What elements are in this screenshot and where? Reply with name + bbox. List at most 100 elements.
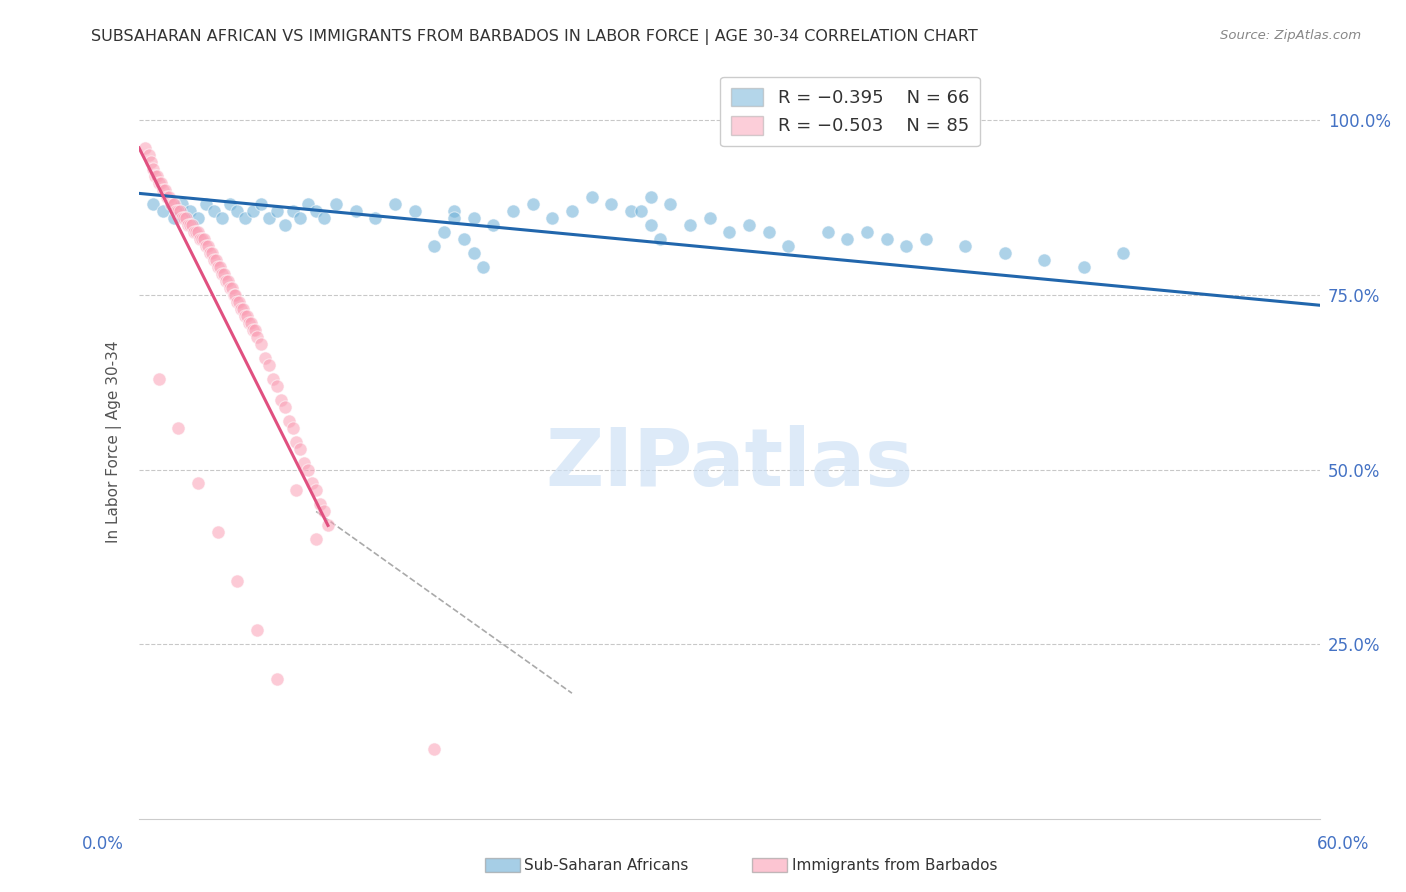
Point (325, 197, 347, 211)
Point (281, 420, 304, 434)
Point (193, 232, 215, 246)
Point (139, 155, 162, 169)
Point (183, 225, 205, 239)
Point (212, 267, 235, 281)
Point (262, 371, 284, 385)
Point (277, 413, 299, 427)
Point (659, 197, 682, 211)
Point (246, 329, 269, 343)
Point (163, 211, 186, 225)
Point (297, 197, 319, 211)
Point (955, 239, 977, 253)
Point (152, 183, 174, 197)
Point (157, 190, 180, 204)
Point (181, 218, 204, 232)
Point (718, 225, 741, 239)
Point (233, 309, 256, 323)
Point (187, 476, 209, 491)
Point (197, 239, 219, 253)
Text: ZIPatlas: ZIPatlas (546, 425, 914, 503)
Point (162, 197, 184, 211)
Text: Immigrants from Barbados: Immigrants from Barbados (792, 858, 997, 872)
Point (172, 197, 194, 211)
Point (208, 260, 231, 274)
Point (423, 239, 446, 253)
Point (233, 211, 256, 225)
Point (312, 504, 335, 518)
Point (463, 211, 485, 225)
Text: 60.0%: 60.0% (1316, 835, 1369, 853)
Point (257, 358, 280, 372)
Text: Source: ZipAtlas.com: Source: ZipAtlas.com (1220, 29, 1361, 42)
Point (250, 336, 273, 351)
Point (292, 456, 315, 470)
Point (228, 294, 250, 309)
Text: SUBSAHARAN AFRICAN VS IMMIGRANTS FROM BARBADOS IN LABOR FORCE | AGE 30-34 CORREL: SUBSAHARAN AFRICAN VS IMMIGRANTS FROM BA… (91, 29, 979, 45)
Point (202, 203, 225, 218)
Point (309, 498, 332, 512)
Point (159, 197, 181, 211)
Legend: R = −0.395    N = 66, R = −0.503    N = 85: R = −0.395 N = 66, R = −0.503 N = 85 (720, 77, 980, 146)
Point (143, 169, 166, 183)
Point (384, 197, 406, 211)
Point (423, 742, 446, 756)
Point (817, 225, 839, 239)
Point (218, 281, 240, 295)
Point (561, 203, 583, 218)
Point (640, 218, 662, 232)
Point (253, 351, 276, 365)
Point (226, 294, 249, 309)
Point (699, 211, 721, 225)
Point (630, 203, 652, 218)
Point (226, 574, 249, 589)
Point (915, 232, 938, 246)
Point (443, 203, 465, 218)
Point (290, 442, 312, 456)
Point (211, 211, 233, 225)
Point (482, 218, 505, 232)
Point (167, 420, 190, 434)
Point (187, 211, 209, 225)
Point (142, 161, 165, 176)
Point (155, 190, 177, 204)
Point (266, 672, 288, 686)
Point (778, 239, 800, 253)
Point (243, 323, 266, 337)
Point (194, 197, 217, 211)
Point (179, 203, 201, 218)
Text: Sub-Saharan Africans: Sub-Saharan Africans (524, 858, 689, 872)
Point (142, 197, 165, 211)
Point (581, 190, 603, 204)
Point (433, 225, 456, 239)
Point (301, 476, 323, 491)
Point (148, 371, 170, 385)
Point (163, 197, 186, 211)
Point (173, 211, 195, 225)
Point (1112, 245, 1135, 260)
Point (266, 378, 288, 392)
Point (305, 203, 328, 218)
Point (994, 245, 1017, 260)
Point (207, 525, 229, 540)
Point (242, 203, 264, 218)
Point (312, 211, 335, 225)
Point (837, 113, 859, 128)
Point (169, 203, 191, 218)
Point (443, 211, 465, 225)
Point (152, 203, 174, 218)
Y-axis label: In Labor Force | Age 30-34: In Labor Force | Age 30-34 (107, 340, 122, 543)
Point (876, 232, 898, 246)
Point (266, 203, 288, 218)
Point (153, 183, 176, 197)
Point (138, 148, 160, 162)
Point (281, 203, 304, 218)
Point (177, 218, 200, 232)
Point (1073, 260, 1095, 274)
Point (1033, 252, 1056, 267)
Point (273, 400, 295, 414)
Point (679, 218, 702, 232)
Point (184, 225, 207, 239)
Point (238, 316, 260, 330)
Point (344, 203, 367, 218)
Point (364, 211, 387, 225)
